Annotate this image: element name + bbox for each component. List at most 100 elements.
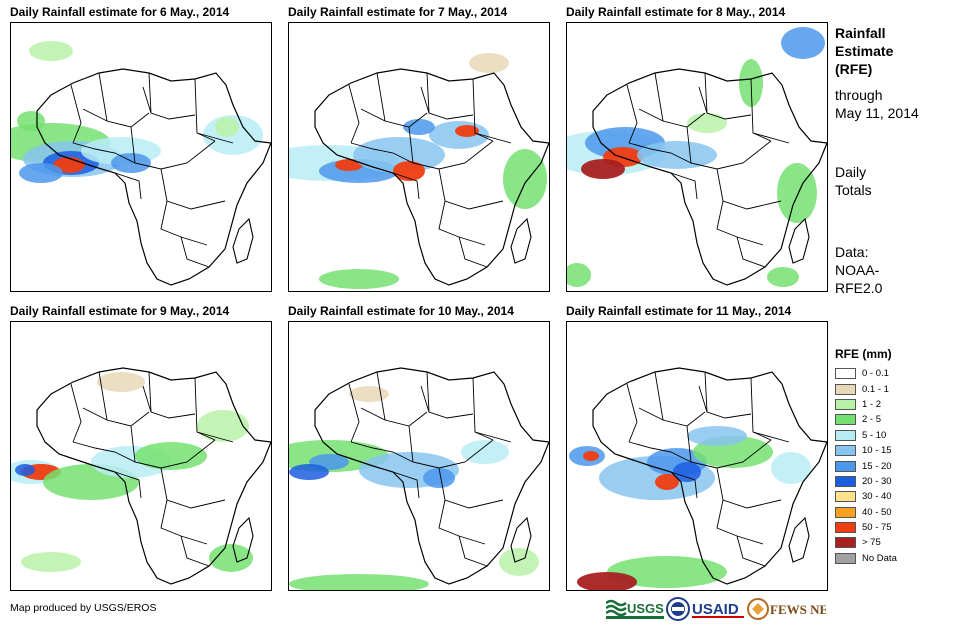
- rainfall-area: [583, 451, 599, 461]
- legend-item: 50 - 75: [835, 520, 897, 535]
- legend-label: 5 - 10: [862, 429, 887, 441]
- africa-coastline: [592, 367, 827, 585]
- legend-swatch: [835, 445, 856, 457]
- legend-swatch: [835, 398, 856, 410]
- country-border: [420, 86, 430, 114]
- africa-coastline: [36, 367, 271, 585]
- country-border: [82, 407, 108, 421]
- legend-item: 1 - 2: [835, 397, 897, 412]
- country-border: [98, 371, 150, 427]
- country-border: [438, 200, 486, 246]
- country-border: [148, 371, 196, 419]
- sidebar-through: through May 11, 2014: [835, 86, 919, 122]
- rainfall-map: [566, 22, 828, 292]
- rainfall-map: [566, 321, 828, 591]
- panel-title: Daily Rainfall estimate for 10 May., 201…: [288, 304, 514, 318]
- africa-coastline: [314, 68, 549, 286]
- rainfall-area: [135, 442, 207, 470]
- sidebar-daily-line: Totals: [835, 182, 872, 198]
- map-canvas: [11, 41, 271, 286]
- sidebar-title-line: Rainfall: [835, 25, 886, 41]
- country-border: [98, 72, 150, 128]
- country-border: [426, 371, 474, 419]
- country-border: [438, 168, 504, 210]
- rainfall-area: [19, 163, 63, 183]
- country-border: [160, 467, 226, 509]
- rainfall-area: [637, 141, 717, 169]
- rainfall-map: [288, 321, 550, 591]
- country-border: [626, 383, 638, 443]
- africa-coastline: [592, 68, 827, 286]
- rainfall-area: [111, 153, 151, 173]
- rainfall-area: [403, 119, 435, 135]
- usgs-logo: USGS: [605, 599, 664, 619]
- map-canvas: [569, 367, 827, 590]
- rainfall-area: [353, 137, 445, 173]
- legend-item: 30 - 40: [835, 489, 897, 504]
- country-border: [704, 371, 752, 419]
- legend-item: 10 - 15: [835, 443, 897, 458]
- legend-label: 1 - 2: [862, 398, 882, 410]
- fews-net-logo: FEWS NET: [747, 598, 837, 620]
- sidebar-daily-line: Daily: [835, 164, 867, 180]
- legend-label: 40 - 50: [862, 506, 892, 518]
- legend-swatch: [835, 552, 856, 564]
- rainfall-area: [423, 468, 455, 488]
- legend-swatch: [835, 368, 856, 380]
- legend-swatch: [835, 429, 856, 441]
- country-border: [196, 132, 234, 144]
- country-border: [72, 142, 136, 164]
- rainfall-area: [777, 163, 817, 223]
- legend-item: 0 - 0.1: [835, 366, 897, 381]
- country-border: [420, 385, 430, 413]
- rainfall-map: [288, 22, 550, 292]
- country-border: [160, 499, 208, 545]
- country-border: [70, 383, 82, 443]
- country-border: [626, 84, 638, 144]
- rainfall-area: [567, 263, 591, 287]
- madagascar-outline: [788, 217, 810, 264]
- rainfall-area: [17, 111, 45, 131]
- country-border: [716, 467, 782, 509]
- rainfall-area: [499, 548, 539, 576]
- rainfall-area: [97, 372, 145, 392]
- country-border: [114, 471, 142, 499]
- country-border: [438, 467, 504, 509]
- legend-label: No Data: [862, 552, 897, 564]
- country-border: [716, 200, 764, 246]
- country-border: [360, 108, 386, 122]
- rainfall-area: [469, 53, 509, 73]
- rainfall-area: [21, 552, 81, 572]
- country-border: [752, 132, 790, 144]
- legend-item: > 75: [835, 535, 897, 550]
- usaid-logo: USAID: [666, 597, 744, 621]
- credit-text: Map produced by USGS/EROS: [10, 602, 157, 614]
- country-border: [638, 407, 664, 421]
- country-border: [670, 471, 698, 499]
- country-border: [72, 441, 136, 463]
- country-border: [628, 142, 692, 164]
- country-border: [82, 108, 108, 122]
- map-canvas: [11, 367, 271, 585]
- map-canvas: [289, 367, 549, 590]
- rainfall-area: [455, 125, 479, 137]
- sidebar-title-line: Estimate: [835, 43, 894, 59]
- legend-label: 10 - 15: [862, 445, 892, 457]
- country-border: [698, 86, 708, 114]
- legend-title: RFE (mm): [835, 347, 892, 361]
- map-canvas: [567, 27, 827, 287]
- country-border: [196, 431, 234, 443]
- legend-label: 0.1 - 1: [862, 383, 889, 395]
- panel-title: Daily Rainfall estimate for 9 May., 2014: [10, 304, 230, 318]
- legend-swatch: [835, 491, 856, 503]
- sidebar-title: Rainfall Estimate (RFE): [835, 24, 893, 78]
- country-border: [376, 371, 428, 427]
- rainfall-area: [781, 27, 825, 59]
- country-border: [670, 172, 698, 200]
- rainfall-area: [209, 544, 253, 572]
- legend-swatch: [835, 506, 856, 518]
- madagascar-outline: [788, 516, 810, 563]
- country-border: [392, 471, 420, 499]
- rainfall-area: [607, 556, 727, 588]
- country-border: [704, 72, 752, 120]
